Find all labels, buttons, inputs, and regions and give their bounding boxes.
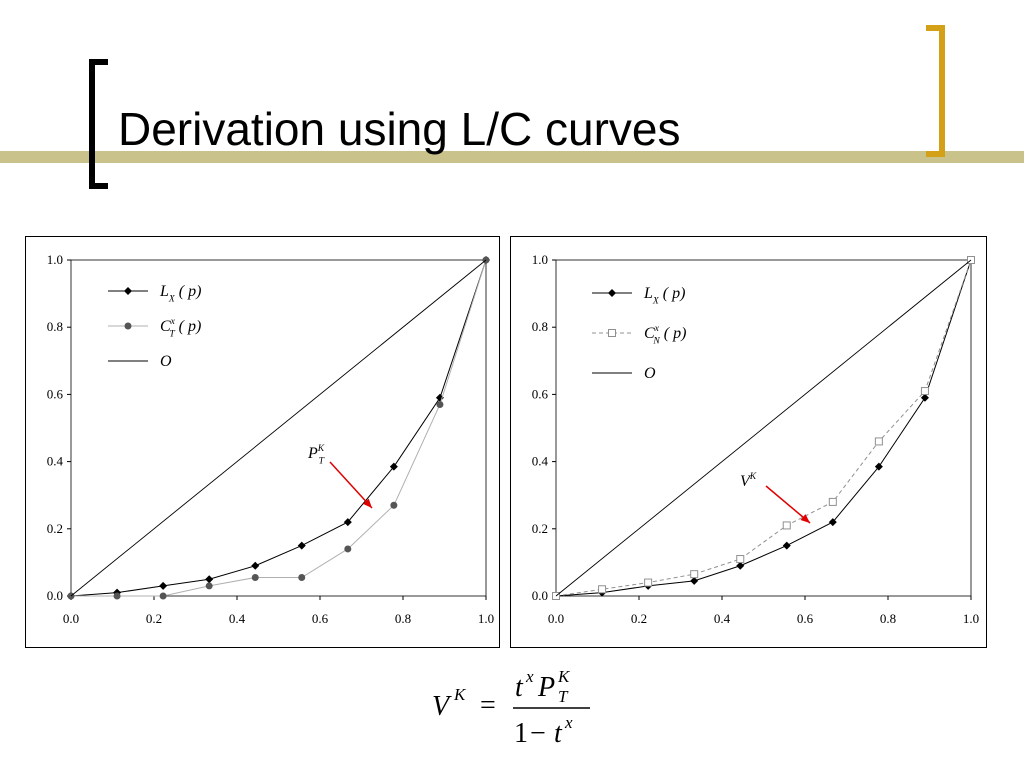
formula-den-t: t <box>554 718 563 749</box>
x-tick-label: 0.4 <box>229 611 246 626</box>
series-line-0 <box>555 259 972 597</box>
data-point <box>828 518 837 527</box>
series-line-2 <box>70 259 487 597</box>
data-point <box>435 393 444 402</box>
data-point <box>644 578 653 587</box>
accent-bar <box>0 151 1024 163</box>
annotation-label: PK T <box>307 443 325 467</box>
legend-marker <box>608 329 616 337</box>
data-point <box>298 574 306 582</box>
formula: V K = t x P K T 1 − t x <box>432 667 590 749</box>
data-point <box>344 545 352 553</box>
right-bracket-icon <box>926 25 945 157</box>
data-point <box>436 400 444 408</box>
arrow-head-icon <box>362 498 372 508</box>
legend-label: LX( p) <box>159 283 201 305</box>
data-point <box>690 570 699 579</box>
x-tick-label: 0.2 <box>631 611 647 626</box>
data-point <box>159 581 168 590</box>
y-tick-label: 0.6 <box>532 386 549 401</box>
y-tick-label: 1.0 <box>47 252 63 267</box>
chart-frame <box>25 236 500 648</box>
x-tick-label: 0.0 <box>548 611 564 626</box>
chart-frame <box>510 236 987 648</box>
data-point <box>736 561 745 570</box>
y-tick-label: 0.2 <box>532 521 548 536</box>
y-tick-label: 0.4 <box>47 454 64 469</box>
legend-label: O <box>644 365 656 382</box>
data-point <box>782 541 791 550</box>
legend-label: LX( p) <box>643 285 685 307</box>
series-line-2 <box>555 259 972 597</box>
formula-num-p-sup: K <box>557 667 571 686</box>
data-point <box>251 561 260 570</box>
x-tick-label: 0.6 <box>312 611 329 626</box>
y-tick-label: 0.8 <box>47 319 63 334</box>
left-bracket-icon <box>89 59 108 189</box>
data-point <box>690 576 699 585</box>
y-tick-label: 0.0 <box>47 588 63 603</box>
formula-lhs: V <box>432 691 452 722</box>
annotation-arrow <box>329 461 373 509</box>
data-point <box>874 462 883 471</box>
data-point <box>598 585 607 594</box>
formula-den-one: 1 <box>514 718 528 749</box>
legend-label: Cx N( p) <box>644 323 686 347</box>
annotation-label: VK <box>740 471 757 490</box>
legend-marker <box>124 287 132 295</box>
lorenz-chart-right: 0.0 0.2 0.4 0.6 0.8 1.0 0.0 0.2 0.4 0.6 0.8 1.0 LX( … <box>510 236 987 648</box>
y-tick-label: 0.8 <box>532 319 548 334</box>
data-point <box>874 437 883 446</box>
data-point <box>205 582 213 590</box>
legend-marker <box>608 289 616 297</box>
slide-decoration <box>0 25 1024 189</box>
data-point <box>389 462 398 471</box>
data-point <box>920 387 929 396</box>
arrow-head-icon <box>800 514 810 523</box>
x-tick-label: 0.8 <box>395 611 411 626</box>
data-point <box>736 555 745 564</box>
page-title: Derivation using L/C curves <box>118 103 681 155</box>
y-tick-label: 0.2 <box>47 521 63 536</box>
legend-label: Cx T( p) <box>160 316 201 340</box>
data-point <box>828 497 837 506</box>
x-tick-label: 0.6 <box>797 611 814 626</box>
legend-label: O <box>160 353 172 370</box>
plot-area <box>70 259 487 597</box>
formula-den-minus: − <box>530 718 546 749</box>
data-point <box>343 518 352 527</box>
series-line-1 <box>71 259 487 597</box>
data-point <box>205 575 214 584</box>
data-point <box>782 521 791 530</box>
data-point <box>113 592 121 600</box>
y-tick-label: 0.0 <box>532 588 548 603</box>
formula-num-p: P <box>537 672 555 703</box>
data-point <box>159 592 167 600</box>
data-point <box>390 501 398 509</box>
x-tick-label: 1.0 <box>478 611 494 626</box>
lorenz-chart-left: 0.0 0.2 0.4 0.6 0.8 1.0 0.0 0.2 0.4 0.6 0.8 1.0 LX( … <box>25 236 500 648</box>
y-tick-label: 1.0 <box>532 252 548 267</box>
formula-lhs-sup: K <box>453 685 467 704</box>
formula-num-p-sub: T <box>558 687 569 706</box>
data-point <box>297 541 306 550</box>
data-point <box>920 393 929 402</box>
x-tick-label: 0.0 <box>63 611 79 626</box>
x-tick-label: 0.8 <box>880 611 896 626</box>
x-tick-label: 0.2 <box>146 611 162 626</box>
annotation-arrow <box>765 485 811 524</box>
y-tick-label: 0.6 <box>47 386 64 401</box>
y-tick-label: 0.4 <box>532 454 549 469</box>
series-line-1 <box>555 259 972 597</box>
formula-num-t-sup: x <box>525 667 534 686</box>
x-tick-label: 0.4 <box>714 611 731 626</box>
x-tick-label: 1.0 <box>963 611 979 626</box>
plot-area <box>555 259 972 597</box>
legend-marker <box>124 322 132 330</box>
data-point <box>251 574 259 582</box>
formula-num-t: t <box>515 672 524 703</box>
formula-equals: = <box>480 690 496 721</box>
series-line-0 <box>70 259 487 597</box>
formula-den-t-sup: x <box>564 713 573 732</box>
